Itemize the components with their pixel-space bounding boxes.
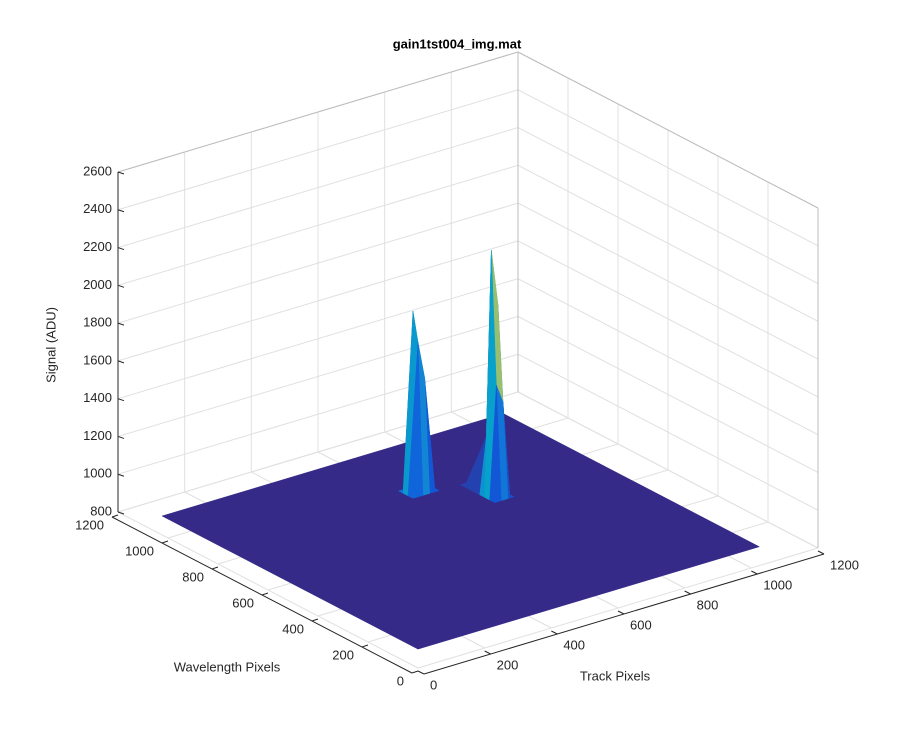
z-tick-label: 2600 bbox=[83, 163, 112, 178]
tick-mark bbox=[161, 540, 169, 544]
tick-mark bbox=[117, 322, 125, 326]
tick-mark bbox=[417, 670, 425, 675]
x-tick-label: 1200 bbox=[830, 557, 859, 572]
tick-mark bbox=[817, 550, 825, 555]
tick-mark bbox=[361, 644, 369, 648]
chart-title: gain1tst004_img.mat bbox=[393, 36, 522, 51]
y-tick-label: 200 bbox=[332, 647, 354, 662]
tick-mark bbox=[117, 209, 125, 213]
y-tick-label: 400 bbox=[282, 621, 304, 636]
tick-mark bbox=[117, 473, 125, 477]
x-tick-label: 1000 bbox=[763, 577, 792, 592]
x-tick-label: 0 bbox=[430, 677, 437, 692]
y-axis-label: Wavelength Pixels bbox=[174, 659, 281, 674]
tick-mark bbox=[484, 650, 491, 655]
x-axis-label: Track Pixels bbox=[580, 668, 651, 683]
z-tick-label: 2200 bbox=[83, 239, 112, 254]
y-tick-label: 1200 bbox=[75, 517, 104, 532]
tick-mark bbox=[211, 566, 219, 570]
z-tick-label: 1400 bbox=[83, 390, 112, 405]
tick-mark bbox=[117, 171, 125, 175]
y-tick-label: 600 bbox=[232, 595, 254, 610]
tick-mark bbox=[311, 618, 319, 622]
y-tick-label: 800 bbox=[182, 569, 204, 584]
tick-mark bbox=[684, 590, 691, 595]
tick-mark bbox=[617, 610, 625, 615]
x-tick-label: 400 bbox=[563, 637, 585, 652]
tick-mark bbox=[117, 398, 125, 402]
z-tick-label: 1200 bbox=[83, 428, 112, 443]
tick-mark bbox=[117, 435, 125, 439]
z-tick-label: 1000 bbox=[83, 466, 112, 481]
box-edge bbox=[117, 51, 519, 173]
tick-mark bbox=[111, 514, 119, 518]
y-tick-label: 0 bbox=[397, 673, 404, 688]
tick-mark bbox=[117, 511, 125, 515]
tick-mark bbox=[261, 592, 269, 596]
x-tick-label: 200 bbox=[497, 657, 519, 672]
surface-face bbox=[267, 516, 599, 650]
z-axis-label: Signal (ADU) bbox=[43, 307, 58, 383]
y-tick-label: 1000 bbox=[125, 543, 154, 558]
tick-mark bbox=[551, 630, 558, 635]
x-tick-label: 800 bbox=[697, 597, 719, 612]
tick-mark bbox=[411, 670, 419, 674]
z-tick-label: 1600 bbox=[83, 352, 112, 367]
z-tick-label: 1800 bbox=[83, 315, 112, 330]
grid-line bbox=[417, 547, 819, 669]
grid-line bbox=[117, 391, 519, 513]
box-edge bbox=[517, 51, 819, 209]
z-tick-label: 800 bbox=[90, 503, 112, 518]
x-tick-label: 600 bbox=[630, 617, 652, 632]
tick-mark bbox=[117, 284, 125, 288]
z-tick-label: 2400 bbox=[83, 201, 112, 216]
z-tick-label: 2000 bbox=[83, 277, 112, 292]
tick-mark bbox=[751, 570, 758, 575]
tick-mark bbox=[117, 247, 125, 251]
tick-mark bbox=[117, 360, 125, 364]
